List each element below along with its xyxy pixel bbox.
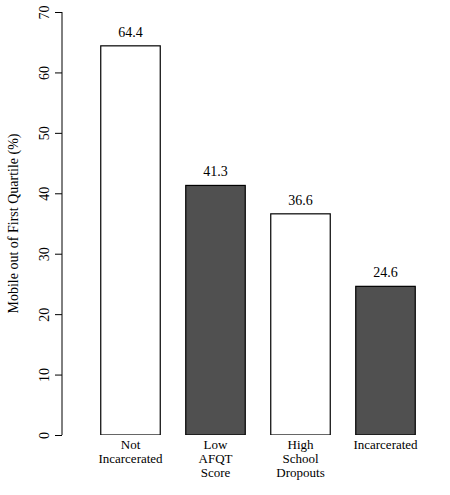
- x-tick-label: NotIncarcerated: [98, 437, 163, 466]
- x-tick-label-line: Incarcerated: [98, 451, 163, 466]
- y-tick-mark: [55, 193, 62, 194]
- x-tick-label-line: High: [288, 437, 315, 452]
- y-tick: 50: [37, 126, 62, 140]
- y-tick-mark: [55, 254, 62, 255]
- bar: [356, 286, 416, 435]
- bar: [271, 214, 331, 435]
- x-tick: HighSchoolDropouts: [276, 435, 324, 480]
- data-label: 36.6: [288, 193, 313, 208]
- y-tick: 60: [37, 66, 62, 80]
- bar: [101, 46, 161, 435]
- data-label: 24.6: [373, 265, 398, 280]
- data-label: 41.3: [203, 164, 228, 179]
- data-label: 64.4: [118, 25, 143, 40]
- y-tick-label: 0: [37, 432, 52, 439]
- data-labels: 64.4 41.3 36.6 24.6: [118, 25, 398, 281]
- x-tick-label-line: Low: [204, 437, 228, 452]
- x-tick: LowAFQTScore: [199, 435, 233, 480]
- x-tick-label: HighSchoolDropouts: [276, 437, 324, 480]
- y-tick-mark: [55, 12, 62, 13]
- x-axis: NotIncarceratedLowAFQTScoreHighSchoolDro…: [98, 435, 418, 480]
- x-tick-label-line: Score: [201, 465, 231, 480]
- y-tick: 40: [37, 187, 62, 201]
- bars: [101, 46, 416, 435]
- x-tick: Incarcerated: [353, 435, 418, 452]
- y-tick: 0: [37, 432, 62, 439]
- y-axis-line: [62, 12, 63, 435]
- y-tick-mark: [55, 375, 62, 376]
- x-tick-label: Incarcerated: [353, 437, 418, 452]
- y-tick-label: 60: [37, 66, 52, 80]
- y-tick-mark: [55, 314, 62, 315]
- y-tick-label: 10: [37, 368, 52, 382]
- x-tick-label-line: AFQT: [199, 451, 233, 466]
- x-tick-label-line: Not: [121, 437, 141, 452]
- x-tick-label-line: School: [282, 451, 319, 466]
- y-tick: 30: [37, 247, 62, 261]
- chart: 64.4 41.3 36.6 24.6 0 10 20 30 40 50 60 70 Mobile ou…: [0, 0, 450, 495]
- y-tick-label: 50: [37, 126, 52, 140]
- y-axis: 0 10 20 30 40 50 60 70: [37, 6, 62, 440]
- y-tick-label: 20: [37, 308, 52, 322]
- y-tick-label: 70: [37, 6, 52, 20]
- bar: [186, 185, 246, 435]
- y-tick: 10: [37, 368, 62, 382]
- y-tick-label: 30: [37, 247, 52, 261]
- y-tick-mark: [55, 435, 62, 436]
- y-tick-mark: [55, 72, 62, 73]
- x-tick-label: LowAFQTScore: [199, 437, 233, 480]
- y-tick-label: 40: [37, 187, 52, 201]
- y-tick: 70: [37, 6, 62, 20]
- x-tick-label-line: Incarcerated: [353, 437, 418, 452]
- y-tick-mark: [55, 133, 62, 134]
- x-tick-label-line: Dropouts: [276, 465, 324, 480]
- y-axis-title: Mobile out of First Quartile (%): [6, 133, 22, 313]
- y-tick: 20: [37, 308, 62, 322]
- x-tick: NotIncarcerated: [98, 435, 163, 466]
